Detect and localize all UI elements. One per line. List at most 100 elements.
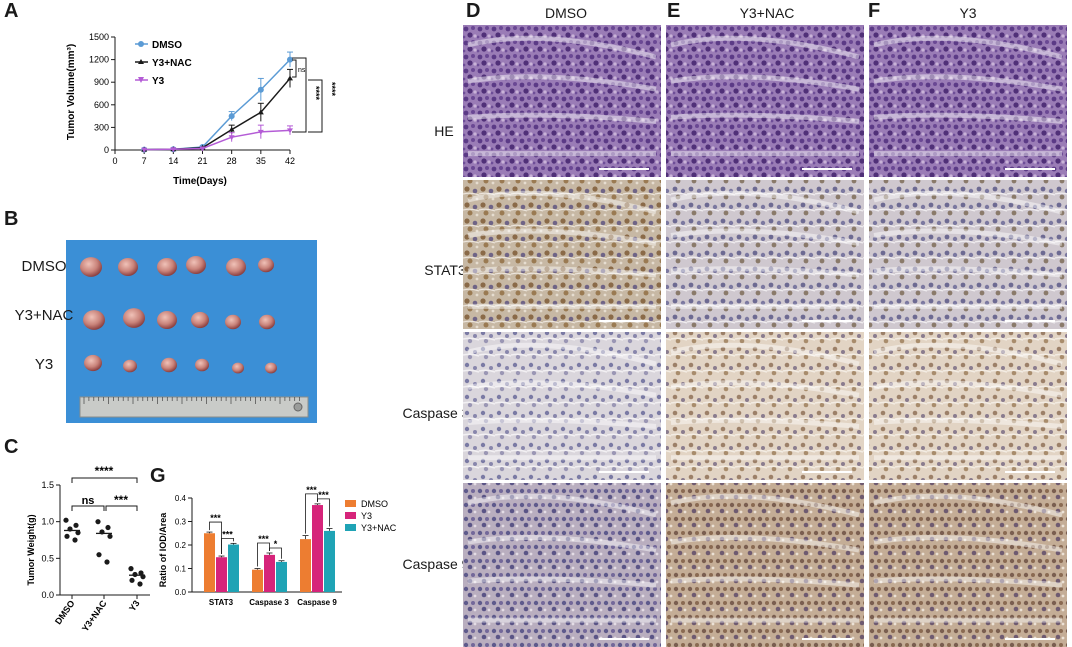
g-legend-swatch-y3 (345, 512, 356, 519)
c-sig-1: **** (95, 464, 114, 478)
g-bar (324, 530, 335, 592)
ihc-stroma (670, 380, 860, 398)
tumor-sample (157, 258, 177, 276)
photo-row-y3nac: Y3+NAC (14, 307, 74, 324)
g-sig-bracket (305, 493, 318, 534)
panel-a-legend: DMSO Y3+NAC Y3 (135, 40, 192, 87)
panel-label-c: C (4, 436, 19, 458)
a-xtick-label: 14 (168, 156, 178, 166)
a-xtick-label: 42 (285, 156, 295, 166)
ihc-stroma (467, 342, 657, 367)
g-bar (300, 539, 311, 592)
g-bar (204, 533, 215, 592)
g-sig-bracket (257, 542, 270, 567)
tumor-sample (259, 314, 275, 330)
tumor-photo-svg (79, 256, 309, 418)
c-xtick-label: DMSO (53, 598, 77, 626)
tumor-sample (123, 359, 137, 373)
tumor-sample (186, 256, 206, 274)
sig-inner: **** (311, 86, 321, 101)
g-bar (264, 554, 275, 592)
sig-bracket-inner (292, 57, 307, 133)
ihc-row-stat3: STAT3 (424, 262, 466, 278)
g-ytick-label: 0.1 (175, 565, 187, 574)
c-point (63, 517, 69, 523)
legend-marker-y3 (138, 77, 144, 83)
a-point-nac (257, 109, 264, 115)
panel-label-a: A (4, 0, 19, 22)
ruler (79, 396, 309, 418)
a-ytick-label: 900 (94, 77, 109, 87)
c-xtick-label: Y3+NAC (80, 598, 109, 633)
a-line-1 (144, 77, 291, 151)
c-point (96, 552, 102, 558)
c-ytick-label: 0.5 (41, 553, 54, 563)
g-legend-y3nac: Y3+NAC (361, 523, 397, 533)
ihc-stroma (670, 342, 860, 367)
a-point-y3 (257, 129, 264, 135)
a-xtick-label: 7 (142, 156, 147, 166)
g-legend-swatch-nac (345, 524, 356, 531)
a-ytick-label: 600 (94, 100, 109, 110)
ihc-stroma (670, 266, 860, 278)
c-sig-bracket-2 (71, 505, 105, 511)
ihc-stroma (467, 35, 657, 60)
ihc-stroma (670, 417, 860, 429)
tumor-sample (80, 257, 102, 277)
ihc-tile (463, 180, 661, 329)
ihc-stroma (467, 380, 657, 398)
ihc-tile (666, 25, 864, 177)
c-xtick-label: Y3 (127, 598, 142, 613)
tumor-sample (123, 308, 145, 328)
ihc-tile (869, 483, 1067, 647)
ihc-tile (869, 180, 1067, 329)
ihc-stroma (873, 190, 1063, 215)
c-point (64, 533, 70, 539)
photo-row-y3: Y3 (34, 356, 54, 373)
ihc-stroma (467, 112, 657, 124)
tumor-sample (118, 258, 138, 276)
a-point-y3 (228, 135, 235, 141)
a-ytick-label: 300 (94, 122, 109, 132)
ihc-stroma (467, 493, 657, 518)
ihc-col-y3nac: Y3+NAC (739, 5, 795, 21)
ihc-stroma (467, 74, 657, 92)
c-ytick-label: 0.0 (41, 590, 54, 600)
panel-label-b: B (4, 208, 19, 230)
a-point-y3 (199, 146, 206, 152)
ihc-row-he: HE (434, 123, 454, 139)
a-point-dmso (228, 113, 235, 120)
a-point-y3 (141, 147, 148, 153)
g-sig-label: *** (258, 534, 269, 544)
ihc-stroma (670, 112, 860, 124)
c-ytick-label: 1.0 (41, 517, 54, 527)
g-sig-bracket (221, 537, 234, 555)
g-ytick-label: 0.3 (175, 518, 187, 527)
g-bar (216, 557, 227, 592)
ihc-tile (869, 25, 1067, 177)
tumor-sample (195, 358, 209, 372)
g-bar (228, 544, 239, 592)
ihc-stroma (873, 417, 1063, 429)
ihc-stroma (873, 342, 1063, 367)
ihc-stroma (670, 190, 860, 215)
a-xtick-label: 28 (227, 156, 237, 166)
panel-label-g: G (150, 465, 166, 487)
panel-label-f: F (868, 0, 881, 22)
panel-a-ylabel: Tumor Volume(mm³) (66, 44, 77, 140)
panel-a-axes: 0 300 600 900 1200 1500 0 7 14 21 28 35 42 (89, 32, 295, 166)
ihc-stroma (467, 266, 657, 278)
ihc-stroma (467, 576, 657, 588)
g-sig-bracket (269, 547, 282, 559)
c-sig-bracket-1 (71, 477, 138, 483)
ihc-stroma (873, 35, 1063, 60)
ihc-stroma (670, 493, 860, 518)
tumor-samples (80, 256, 277, 374)
ihc-stroma (467, 190, 657, 215)
panel-g-chart: 0.0 0.1 0.2 0.3 0.4 STAT3 Caspase 3 Caspase 9 R… (158, 485, 397, 607)
ihc-col-y3: Y3 (959, 5, 977, 21)
ihc-row-caspase3: Caspase 3 (402, 405, 470, 421)
ihc-stroma (873, 74, 1063, 92)
a-point-nac (228, 126, 235, 132)
a-point-dmso (257, 86, 264, 93)
